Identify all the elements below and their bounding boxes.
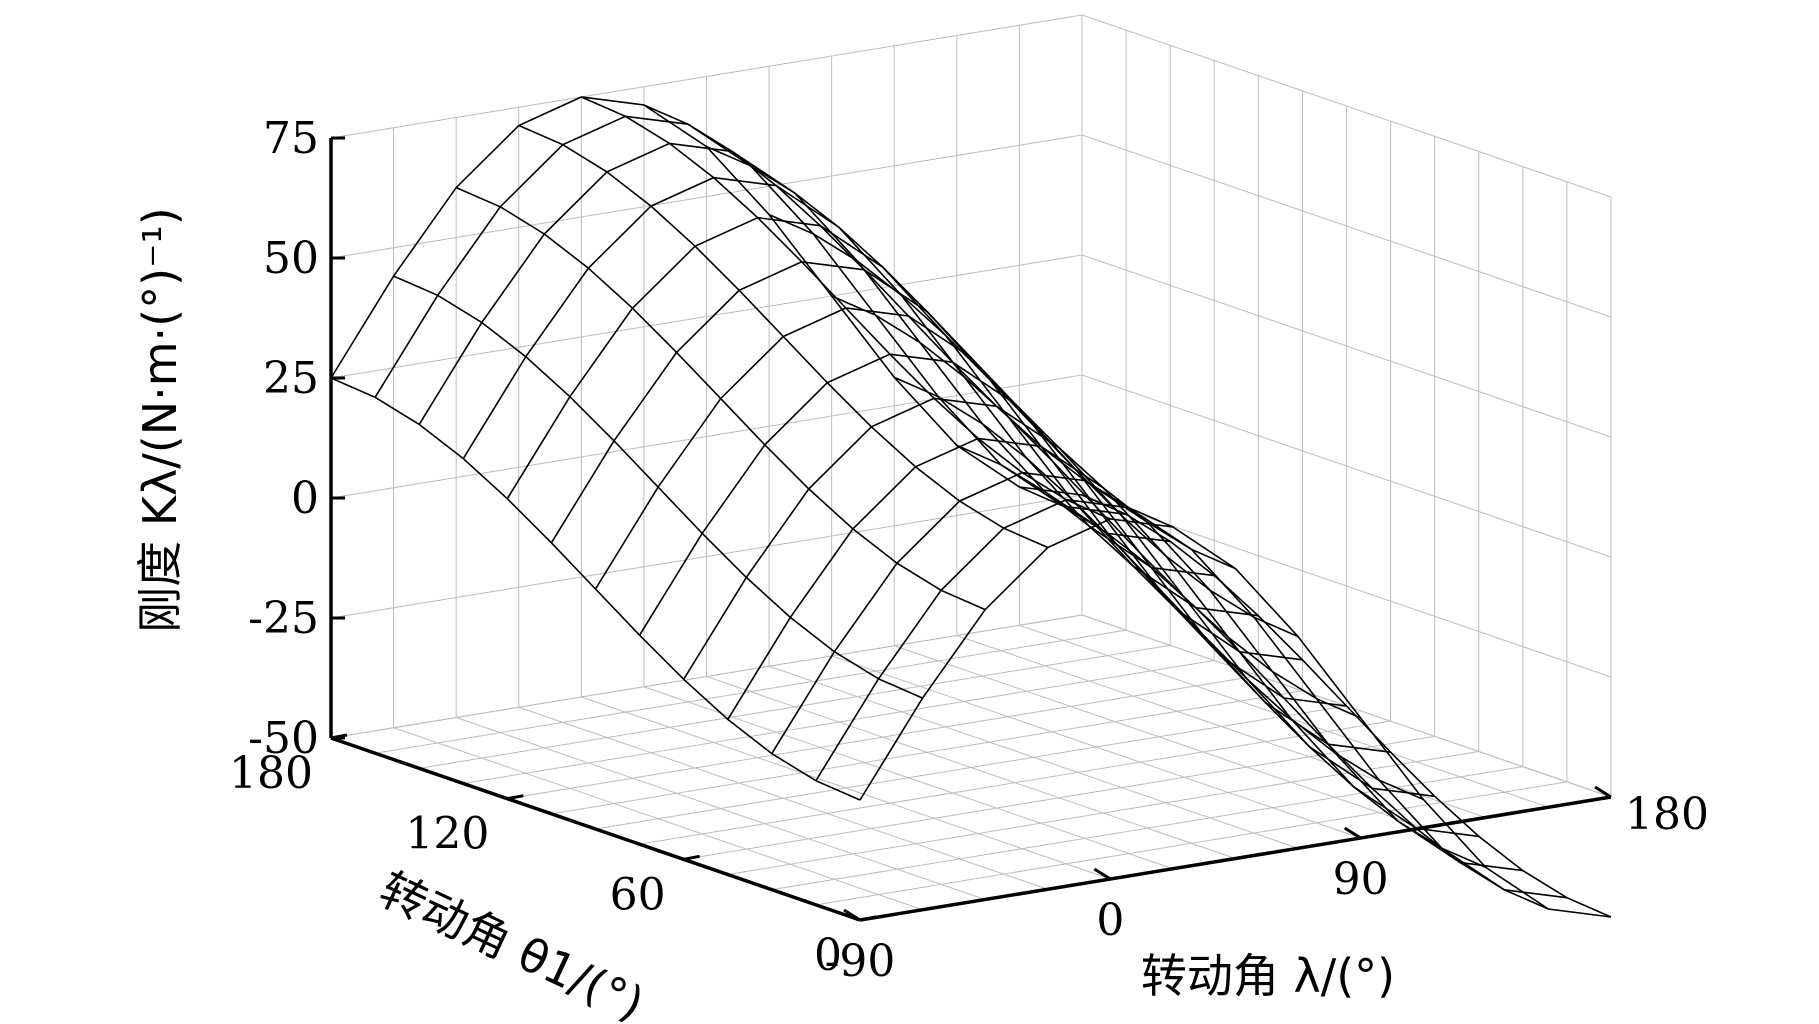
mesh-line-lambda bbox=[956, 444, 1487, 869]
z-tick-label: -50 bbox=[248, 713, 319, 764]
side-wall-grid-line bbox=[1081, 14, 1612, 198]
axes bbox=[329, 136, 1612, 922]
mesh-line-lambda bbox=[393, 275, 923, 699]
back-wall-grid-line bbox=[330, 14, 1083, 139]
y-axis-line bbox=[330, 736, 861, 922]
y-tick-label: 120 bbox=[405, 809, 489, 860]
grid-lines bbox=[330, 14, 1612, 921]
side-wall-grid-line bbox=[1081, 134, 1612, 318]
floor-grid-line bbox=[595, 705, 1347, 830]
x-tick bbox=[1343, 826, 1362, 840]
z-tick-label: -25 bbox=[248, 593, 319, 644]
x-axis-title: 转动角 λ/(°) bbox=[1141, 949, 1395, 1003]
y-tick-label: 0 bbox=[814, 930, 842, 981]
side-wall-grid-line bbox=[1081, 254, 1612, 438]
back-wall-grid-line bbox=[330, 614, 1083, 739]
back-wall-grid-line bbox=[330, 494, 1083, 619]
back-wall-grid-line bbox=[330, 134, 1083, 259]
x-tick bbox=[843, 908, 861, 922]
x-axis-line bbox=[859, 795, 1612, 922]
z-axis-title: 刚度 Kλ/(N·m·(°)⁻¹) bbox=[133, 207, 187, 632]
floor-grid-line bbox=[683, 735, 1435, 860]
y-tick bbox=[507, 794, 524, 801]
y-tick bbox=[330, 733, 348, 740]
mesh-line-lambda bbox=[330, 377, 861, 801]
y-tick-label: 180 bbox=[229, 748, 313, 799]
mesh-line-lambda bbox=[455, 186, 986, 611]
back-wall-grid-line bbox=[330, 254, 1083, 379]
z-tick-label: 75 bbox=[263, 113, 319, 164]
floor-grid-line bbox=[463, 660, 1215, 784]
floor-grid-line bbox=[815, 781, 1567, 906]
x-tick-label: 0 bbox=[1096, 895, 1124, 946]
back-wall-grid-line bbox=[330, 374, 1083, 499]
y-tick bbox=[859, 915, 877, 922]
side-wall-grid-line bbox=[1081, 374, 1612, 558]
floor-grid-line bbox=[639, 720, 1391, 845]
z-tick-label: 25 bbox=[263, 353, 319, 404]
mesh-line-lambda bbox=[580, 96, 1111, 520]
mesh-line-theta bbox=[815, 498, 1568, 899]
floor-grid-line bbox=[507, 675, 1259, 800]
mesh-line-lambda bbox=[518, 124, 1049, 549]
mesh-line-lambda bbox=[643, 104, 1174, 528]
y-tick-label: 60 bbox=[610, 869, 666, 920]
floor-grid-line bbox=[419, 644, 1171, 769]
x-tick bbox=[1594, 785, 1612, 799]
x-tick-label: 90 bbox=[1333, 854, 1389, 905]
z-tick-label: 0 bbox=[291, 473, 319, 524]
mesh-line-lambda bbox=[768, 213, 1299, 638]
floor-grid-line bbox=[771, 766, 1523, 891]
mesh-line-lambda bbox=[893, 376, 1424, 801]
floor-grid-line bbox=[375, 629, 1127, 754]
mesh-line-lambda bbox=[706, 145, 1236, 570]
x-tick-label: 180 bbox=[1625, 789, 1709, 840]
mesh-line-lambda bbox=[1081, 494, 1612, 918]
y-tick bbox=[683, 854, 700, 861]
z-tick-label: 50 bbox=[263, 233, 319, 284]
mesh-line-lambda bbox=[1019, 486, 1549, 910]
mesh-line-lambda bbox=[831, 295, 1362, 719]
x-tick-label: -90 bbox=[825, 936, 896, 987]
x-tick bbox=[1093, 867, 1112, 881]
surface-mesh bbox=[330, 96, 1612, 918]
floor-grid-line bbox=[551, 690, 1303, 815]
